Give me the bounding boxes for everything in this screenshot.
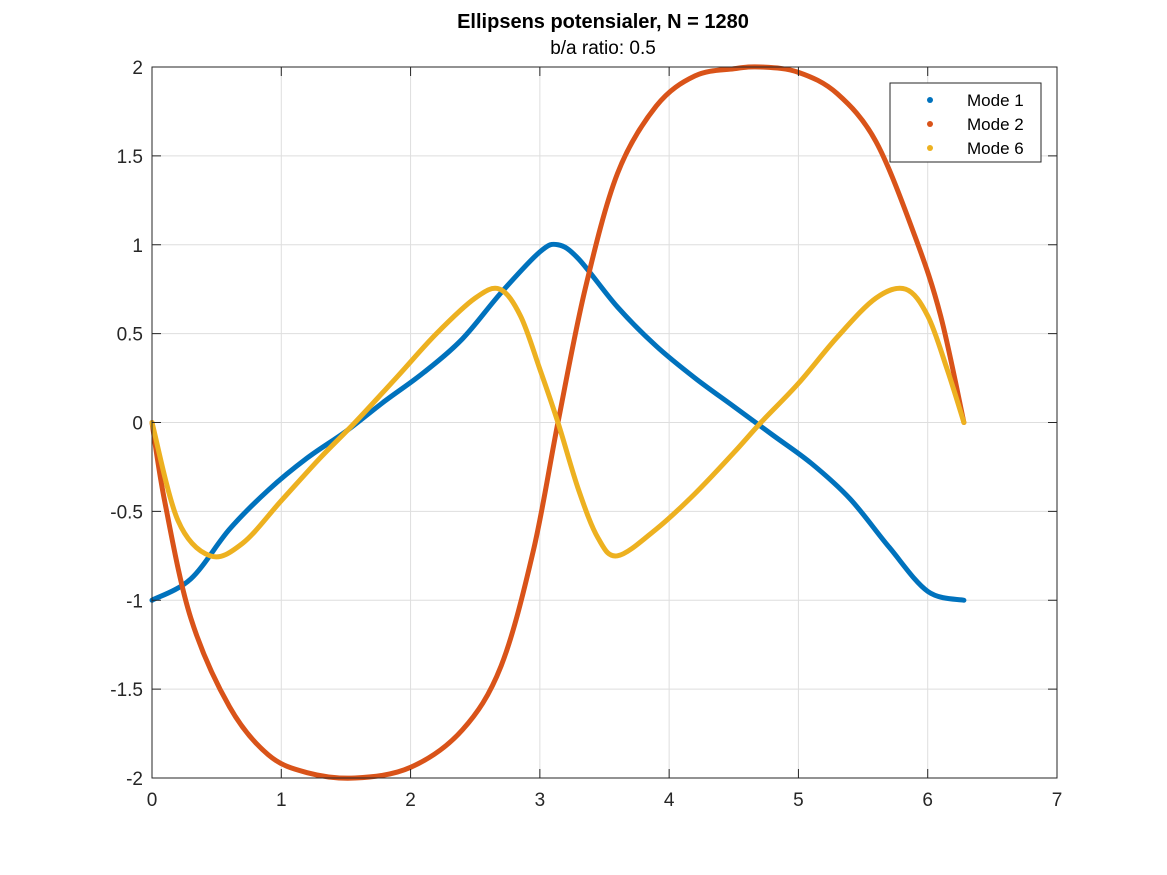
chart-title: Ellipsens potensialer, N = 1280	[457, 11, 749, 33]
y-tick-label: 0	[132, 414, 143, 435]
legend-label: Mode 6	[967, 139, 1024, 158]
y-tick-label: 0.5	[117, 325, 143, 346]
x-tick-label: 2	[405, 790, 416, 811]
chart-subtitle: b/a ratio: 0.5	[550, 38, 656, 59]
y-tick-label: -1	[126, 591, 143, 612]
y-tick-label: -0.5	[110, 502, 143, 523]
legend-marker	[927, 97, 933, 103]
legend-box	[889, 82, 1042, 163]
x-tick-label: 6	[922, 790, 933, 811]
legend-label: Mode 2	[967, 115, 1024, 134]
y-tick-label: 1	[132, 236, 143, 257]
legend-entries: Mode 1 Mode 2 Mode 6	[927, 91, 1024, 158]
y-tick-label: -2	[126, 769, 143, 790]
y-tick-label: -1.5	[110, 680, 143, 701]
x-tick-label: 5	[793, 790, 804, 811]
y-tick-label: 2	[132, 58, 143, 79]
grid-lines	[151, 66, 1058, 779]
legend-label: Mode 1	[967, 91, 1024, 110]
legend-marker	[927, 121, 933, 127]
x-tick-label: 7	[1052, 790, 1063, 811]
x-tick-label: 1	[276, 790, 287, 811]
tick-marks	[151, 66, 1058, 779]
x-tick-label: 3	[535, 790, 546, 811]
series-layer	[149, 64, 967, 781]
x-tick-labels: 0 1 2 3 4 5 6 7	[147, 790, 1063, 811]
x-tick-label: 0	[147, 790, 158, 811]
series-line-mode-2	[149, 64, 967, 781]
series-line-mode-1	[149, 241, 967, 603]
y-tick-label: 1.5	[117, 147, 143, 168]
y-tick-labels: -2 -1.5 -1 -0.5 0 0.5 1 1.5 2	[110, 58, 143, 790]
legend: Mode 1 Mode 2 Mode 6	[889, 82, 1042, 163]
legend-marker	[927, 145, 933, 151]
series-line-mode-3	[149, 285, 967, 560]
x-tick-label: 4	[664, 790, 675, 811]
